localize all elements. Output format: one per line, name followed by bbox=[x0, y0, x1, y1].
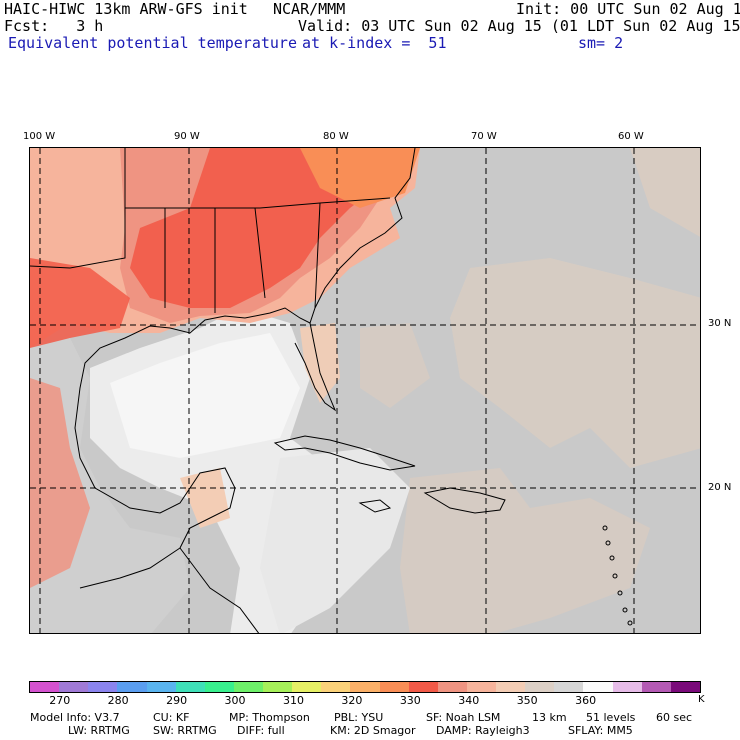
init-time: Init: 00 UTC Sun 02 Aug 15 bbox=[516, 0, 740, 18]
colorbar-swatch bbox=[670, 682, 700, 692]
colorbar-swatch bbox=[233, 682, 263, 692]
tan-patch-bahamas bbox=[360, 323, 430, 408]
jamaica-outline bbox=[358, 499, 392, 513]
colorbar-tick-label: 300 bbox=[224, 694, 246, 707]
colorbar-tick-label: 350 bbox=[516, 694, 538, 707]
island bbox=[605, 540, 611, 546]
colorbar-tick-label: 310 bbox=[282, 694, 304, 707]
coastlines bbox=[30, 148, 506, 633]
island bbox=[622, 607, 628, 613]
footer-mp: MP: Thompson bbox=[229, 711, 310, 724]
tan-patch-caribbean bbox=[400, 468, 650, 633]
colorbar-swatch bbox=[146, 682, 176, 692]
footer-diff: DIFF: full bbox=[237, 724, 285, 737]
colorbar-swatch bbox=[88, 682, 118, 692]
colorbar-tick-label: 270 bbox=[49, 694, 71, 707]
gulf-whitest-field bbox=[110, 333, 300, 458]
colorbar-swatch bbox=[408, 682, 438, 692]
hot-orange-field bbox=[300, 148, 420, 208]
central-america-border bbox=[79, 547, 181, 589]
valid-time: Valid: 03 UTC Sun 02 Aug 15 (01 LDT Sun … bbox=[298, 17, 740, 35]
colorbar-tick-label: 280 bbox=[107, 694, 129, 707]
colorbar-swatch bbox=[263, 682, 293, 692]
state-border-tennessee bbox=[125, 197, 391, 209]
colorbar-swatch bbox=[437, 682, 467, 692]
state-borders-gulf bbox=[164, 202, 321, 313]
colorbar-tick-label: 340 bbox=[458, 694, 480, 707]
graticule bbox=[30, 148, 700, 633]
colorbar-swatch bbox=[554, 682, 584, 692]
island bbox=[609, 555, 615, 561]
lat-label-20n: 20 N bbox=[708, 482, 732, 493]
colorbar-swatch bbox=[496, 682, 526, 692]
colorbar-swatch bbox=[292, 682, 322, 692]
mexico-warm-field bbox=[30, 378, 90, 588]
footer-pbl: PBL: YSU bbox=[334, 711, 384, 724]
footer-resolution: 13 km bbox=[532, 711, 567, 724]
gulf-coastline bbox=[74, 148, 416, 633]
colorbar-swatch bbox=[30, 682, 60, 692]
state-border-texas bbox=[30, 148, 126, 269]
footer-damp: DAMP: Rayleigh3 bbox=[436, 724, 530, 737]
lat-label-30n: 30 N bbox=[708, 318, 732, 329]
smoothing-label: sm= 2 bbox=[578, 34, 624, 52]
yucatan-warm-field bbox=[180, 468, 230, 528]
colorbar-swatch bbox=[641, 682, 671, 692]
colorbar-swatch bbox=[175, 682, 205, 692]
level-label: at k-index = 51 bbox=[302, 34, 447, 52]
colorbar-tick-label: 330 bbox=[399, 694, 421, 707]
colorbar-swatch bbox=[321, 682, 351, 692]
tan-patch-ne bbox=[630, 148, 700, 237]
lon-label-60w: 60 W bbox=[618, 131, 644, 142]
colorbar-swatch bbox=[612, 682, 642, 692]
tan-patch-atlantic bbox=[450, 258, 700, 468]
colorbar-swatch bbox=[59, 682, 89, 692]
colorbar-swatch bbox=[117, 682, 147, 692]
colorbar-swatch bbox=[379, 682, 409, 692]
theta-e-map bbox=[29, 147, 701, 634]
forecast-hour: Fcst: 3 h bbox=[4, 17, 104, 35]
colorbar-swatch bbox=[525, 682, 555, 692]
colorbar-swatch bbox=[583, 682, 613, 692]
field-name: Equivalent potential temperature bbox=[8, 34, 297, 52]
footer-sw: SW: RRTMG bbox=[153, 724, 217, 737]
island bbox=[627, 620, 633, 626]
colorbar-swatch bbox=[350, 682, 380, 692]
lon-label-70w: 70 W bbox=[471, 131, 497, 142]
footer-lw: LW: RRTMG bbox=[68, 724, 130, 737]
org-label: NCAR/MMM bbox=[273, 0, 346, 18]
footer-km: KM: 2D Smagor bbox=[330, 724, 416, 737]
hispaniola-outline bbox=[423, 487, 506, 514]
map-canvas bbox=[30, 148, 700, 633]
colorbar-unit: K bbox=[698, 694, 705, 705]
footer-cu: CU: KF bbox=[153, 711, 190, 724]
florida-coastline bbox=[294, 322, 337, 412]
model-title: HAIC-HIWC 13km ARW-GFS init bbox=[4, 0, 248, 18]
footer-levels: 51 levels bbox=[586, 711, 636, 724]
colorbar-tick-label: 290 bbox=[166, 694, 188, 707]
colorbar-swatch bbox=[204, 682, 234, 692]
colorbar bbox=[29, 681, 701, 693]
island bbox=[602, 525, 608, 531]
lon-label-80w: 80 W bbox=[323, 131, 349, 142]
caribbean-light-field bbox=[260, 448, 410, 633]
lesser-antilles bbox=[602, 525, 633, 626]
footer-model-info: Model Info: V3.7 bbox=[30, 711, 120, 724]
florida-warm-field bbox=[300, 323, 340, 403]
footer-timestep: 60 sec bbox=[656, 711, 693, 724]
lon-label-90w: 90 W bbox=[174, 131, 200, 142]
cuba-outline bbox=[273, 435, 416, 471]
colorbar-tick-label: 320 bbox=[341, 694, 363, 707]
footer-sflay: SFLAY: MM5 bbox=[568, 724, 633, 737]
footer-sf: SF: Noah LSM bbox=[426, 711, 501, 724]
colorbar-tick-label: 360 bbox=[575, 694, 597, 707]
lon-label-100w: 100 W bbox=[23, 131, 56, 142]
island bbox=[612, 573, 618, 579]
texas-red-field bbox=[30, 258, 130, 358]
island bbox=[617, 590, 623, 596]
colorbar-swatch bbox=[466, 682, 496, 692]
